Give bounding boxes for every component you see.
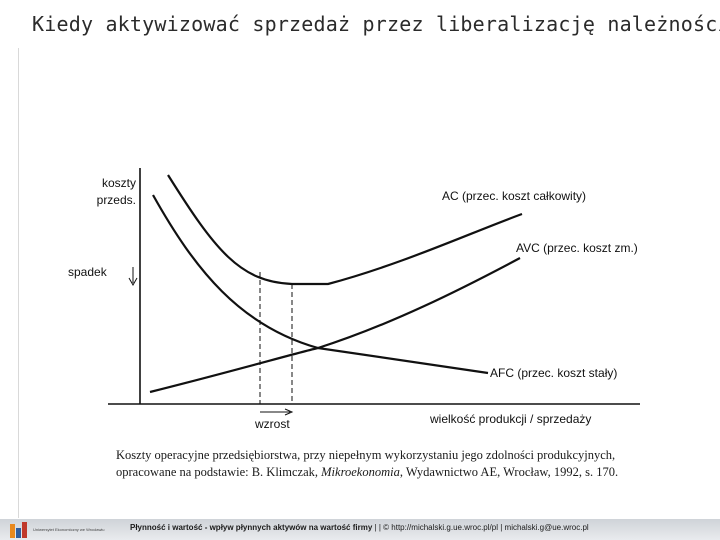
caption-book-title: Mikroekonomia <box>321 465 400 479</box>
footer-bar <box>0 519 720 540</box>
caption-line-2: opracowane na podstawie: B. Klimczak, Mi… <box>116 464 696 481</box>
caption-line-1: Koszty operacyjne przedsiębiorstwa, przy… <box>116 448 616 462</box>
footer-text: Płynność i wartość - wpływ płynnych akty… <box>130 523 710 532</box>
y-marker-label: spadek <box>68 265 108 279</box>
y-axis-label-line1: koszty <box>102 176 136 190</box>
decrease-arrow-icon <box>128 277 138 287</box>
university-logo-text: Uniwersytet Ekonomiczny we Wrocławiu <box>33 527 105 532</box>
afc-curve <box>149 346 489 394</box>
logo-bar-red <box>22 521 27 538</box>
x-marker-label: wzrost <box>254 417 290 431</box>
logo-bar-blue <box>16 527 21 538</box>
logo-bar-orange <box>10 523 15 538</box>
figure-caption: Koszty operacyjne przedsiębiorstwa, przy… <box>116 447 696 481</box>
footer-url-link[interactable]: http://michalski.g.ue.wroc.pl/pl <box>391 523 498 532</box>
university-logo: Uniwersytet Ekonomiczny we Wrocławiu <box>10 519 110 540</box>
x-axis-label: wielkość produkcji / sprzedaży <box>429 412 591 426</box>
avc-curve <box>152 194 521 350</box>
footer-separator: | | © <box>374 523 390 532</box>
slide-left-rule <box>18 48 19 518</box>
afc-curve-label: AFC (przec. koszt stały) <box>490 366 617 380</box>
footer-email-link[interactable]: michalski.g@ue.wroc.pl <box>504 523 589 532</box>
footer-separator-2: | <box>500 523 503 532</box>
avc-curve-label: AVC (przec. koszt zm.) <box>516 241 638 255</box>
footer-topic: Płynność i wartość - wpływ płynnych akty… <box>130 523 373 532</box>
increase-arrow-icon <box>284 408 294 416</box>
ac-curve-label: AC (przec. koszt całkowity) <box>442 189 586 203</box>
caption-source-prefix: opracowane na podstawie: B. Klimczak, <box>116 465 322 479</box>
ac-curve <box>167 174 523 286</box>
university-logo-icon <box>10 521 28 538</box>
y-axis-label-line2: przeds. <box>97 193 136 207</box>
cost-curves-diagram: koszty przeds. spadek wzrost wielkość pr… <box>68 168 640 431</box>
slide-title: Kiedy aktywizować sprzedaż przez liberal… <box>32 12 720 36</box>
caption-source-suffix: , Wydawnictwo AE, Wrocław, 1992, s. 170. <box>399 465 619 479</box>
